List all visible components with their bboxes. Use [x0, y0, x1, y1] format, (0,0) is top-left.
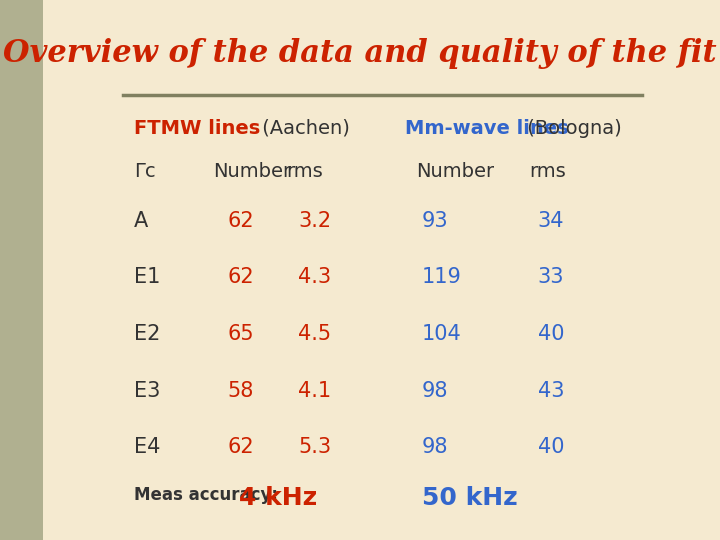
Text: 98: 98 — [422, 437, 449, 457]
Text: Γc: Γc — [134, 162, 156, 181]
Text: Number: Number — [213, 162, 292, 181]
Text: 4.5: 4.5 — [298, 324, 331, 344]
Text: rms: rms — [287, 162, 323, 181]
Text: 34: 34 — [538, 211, 564, 231]
Text: 5.3: 5.3 — [298, 437, 331, 457]
Text: 65: 65 — [228, 324, 254, 344]
Text: 33: 33 — [538, 267, 564, 287]
Text: 98: 98 — [422, 381, 449, 401]
Text: 104: 104 — [422, 324, 462, 344]
Text: 40: 40 — [538, 324, 564, 344]
Text: Number: Number — [416, 162, 495, 181]
Text: 43: 43 — [538, 381, 564, 401]
Text: 58: 58 — [228, 381, 253, 401]
Text: (Bologna): (Bologna) — [521, 119, 621, 138]
Text: Overview of the data and quality of the fit: Overview of the data and quality of the … — [3, 38, 717, 69]
Text: A: A — [134, 211, 148, 231]
Text: 62: 62 — [228, 267, 254, 287]
Text: 119: 119 — [422, 267, 462, 287]
Text: 4 kHz: 4 kHz — [238, 486, 317, 510]
Text: E4: E4 — [134, 437, 161, 457]
Text: 62: 62 — [228, 437, 254, 457]
Text: 93: 93 — [422, 211, 449, 231]
Text: E1: E1 — [134, 267, 161, 287]
Text: 50 kHz: 50 kHz — [422, 486, 518, 510]
Text: Mm-wave lines: Mm-wave lines — [405, 119, 569, 138]
Text: 3.2: 3.2 — [298, 211, 331, 231]
Text: FTMW lines: FTMW lines — [134, 119, 261, 138]
Text: E3: E3 — [134, 381, 161, 401]
Text: rms: rms — [529, 162, 566, 181]
Text: 40: 40 — [538, 437, 564, 457]
Text: (Aachen): (Aachen) — [256, 119, 349, 138]
Text: E2: E2 — [134, 324, 161, 344]
Text: 4.1: 4.1 — [298, 381, 331, 401]
Text: 4.3: 4.3 — [298, 267, 331, 287]
Text: Meas accuracy:: Meas accuracy: — [134, 486, 284, 504]
Text: 62: 62 — [228, 211, 254, 231]
